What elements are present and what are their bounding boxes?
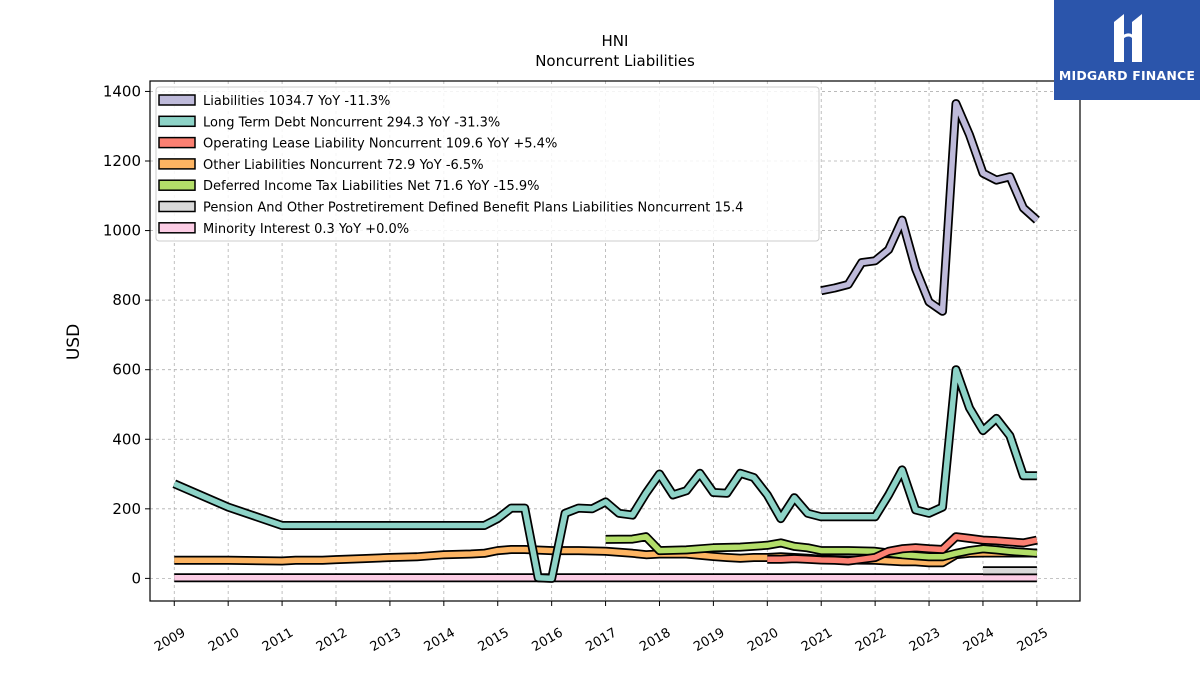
legend-label: Long Term Debt Noncurrent 294.3 YoY -31.…: [203, 115, 500, 130]
legend-label: Deferred Income Tax Liabilities Net 71.6…: [203, 179, 539, 194]
series-lines: [172, 99, 1040, 583]
legend-item: Long Term Debt Noncurrent 294.3 YoY -31.…: [158, 115, 500, 130]
y-tick-label: 1000: [103, 222, 141, 240]
x-tick-label: 2009: [152, 625, 188, 655]
legend-item: Liabilities 1034.7 YoY -11.3%: [158, 94, 390, 109]
y-tick-label: 1400: [103, 82, 141, 100]
brand-name: MIDGARD FINANCE: [1058, 68, 1196, 83]
legend-item: Minority Interest 0.3 YoY +0.0%: [158, 222, 409, 237]
legend-item: Deferred Income Tax Liabilities Net 71.6…: [158, 179, 539, 194]
chart-subtitle: Noncurrent Liabilities: [535, 52, 695, 70]
legend-label: Liabilities 1034.7 YoY -11.3%: [203, 94, 390, 109]
x-tick-label: 2025: [1015, 625, 1051, 655]
x-tick-label: 2016: [529, 625, 565, 655]
legend-box: [155, 86, 820, 242]
x-tick-label: 2013: [368, 625, 404, 655]
y-tick-label: 400: [112, 430, 141, 448]
legend-swatch: [158, 115, 196, 128]
x-tick-label: 2022: [853, 625, 889, 655]
legend-swatch: [158, 179, 196, 191]
x-tick-label: 2011: [260, 625, 296, 655]
series-line-2: [767, 532, 1038, 566]
legend-item: Pension And Other Postretirement Defined…: [158, 200, 743, 216]
series-stroke: [820, 100, 1039, 315]
y-tick-label: 0: [131, 569, 141, 587]
x-tick-label: 2020: [745, 625, 781, 655]
x-tick-label: 2010: [206, 625, 242, 655]
x-tick-label: 2018: [637, 625, 673, 655]
legend-item: Operating Lease Liability Noncurrent 109…: [158, 136, 557, 152]
brand-mark-icon: [1114, 14, 1142, 62]
legend-swatch: [158, 222, 196, 234]
legend-swatch: [158, 158, 196, 170]
y-tick-label: 800: [112, 291, 141, 309]
x-tick-label: 2019: [691, 625, 727, 655]
x-axis-ticks: 2009 2010 2011 2012 2013 2014 2015 2016 2017 2018…: [152, 601, 1051, 655]
plot-frame: [149, 80, 1081, 602]
y-axis-label: USD: [64, 324, 84, 360]
legend-swatch: [158, 136, 196, 149]
legend-swatch: [158, 94, 196, 106]
series-line-0: [820, 99, 1040, 316]
legend-label: Minority Interest 0.3 YoY +0.0%: [203, 222, 409, 237]
series-stroke: [767, 533, 1038, 564]
legend-label: Pension And Other Postretirement Defined…: [203, 201, 743, 216]
series-stroke: [173, 366, 1037, 582]
y-tick-label: 1200: [103, 152, 141, 170]
x-tick-label: 2024: [961, 625, 997, 655]
x-tick-label: 2017: [583, 625, 619, 655]
y-axis-ticks: 0 200 400 600 800 1000 1200 1400: [103, 82, 150, 587]
x-tick-label: 2012: [314, 625, 350, 655]
series-stroke: [605, 533, 1038, 560]
legend-label: Operating Lease Liability Noncurrent 109…: [203, 137, 557, 152]
x-tick-label: 2014: [422, 625, 458, 655]
x-tick-label: 2015: [476, 625, 512, 655]
y-tick-label: 600: [112, 361, 141, 379]
series-line-1: [172, 365, 1037, 583]
legend-item: Other Liabilities Noncurrent 72.9 YoY -6…: [158, 158, 484, 173]
chart-title: HNI: [601, 32, 629, 50]
legend-label: Other Liabilities Noncurrent 72.9 YoY -6…: [203, 158, 484, 173]
x-tick-label: 2023: [907, 625, 943, 655]
series-line-4: [605, 532, 1038, 562]
x-tick-label: 2021: [799, 625, 835, 655]
brand-logo: MIDGARD FINANCE: [1054, 0, 1200, 100]
y-tick-label: 200: [112, 500, 141, 518]
legend: Liabilities 1034.7 YoY -11.3% Long Term D…: [155, 86, 820, 242]
legend-swatch: [158, 200, 196, 213]
